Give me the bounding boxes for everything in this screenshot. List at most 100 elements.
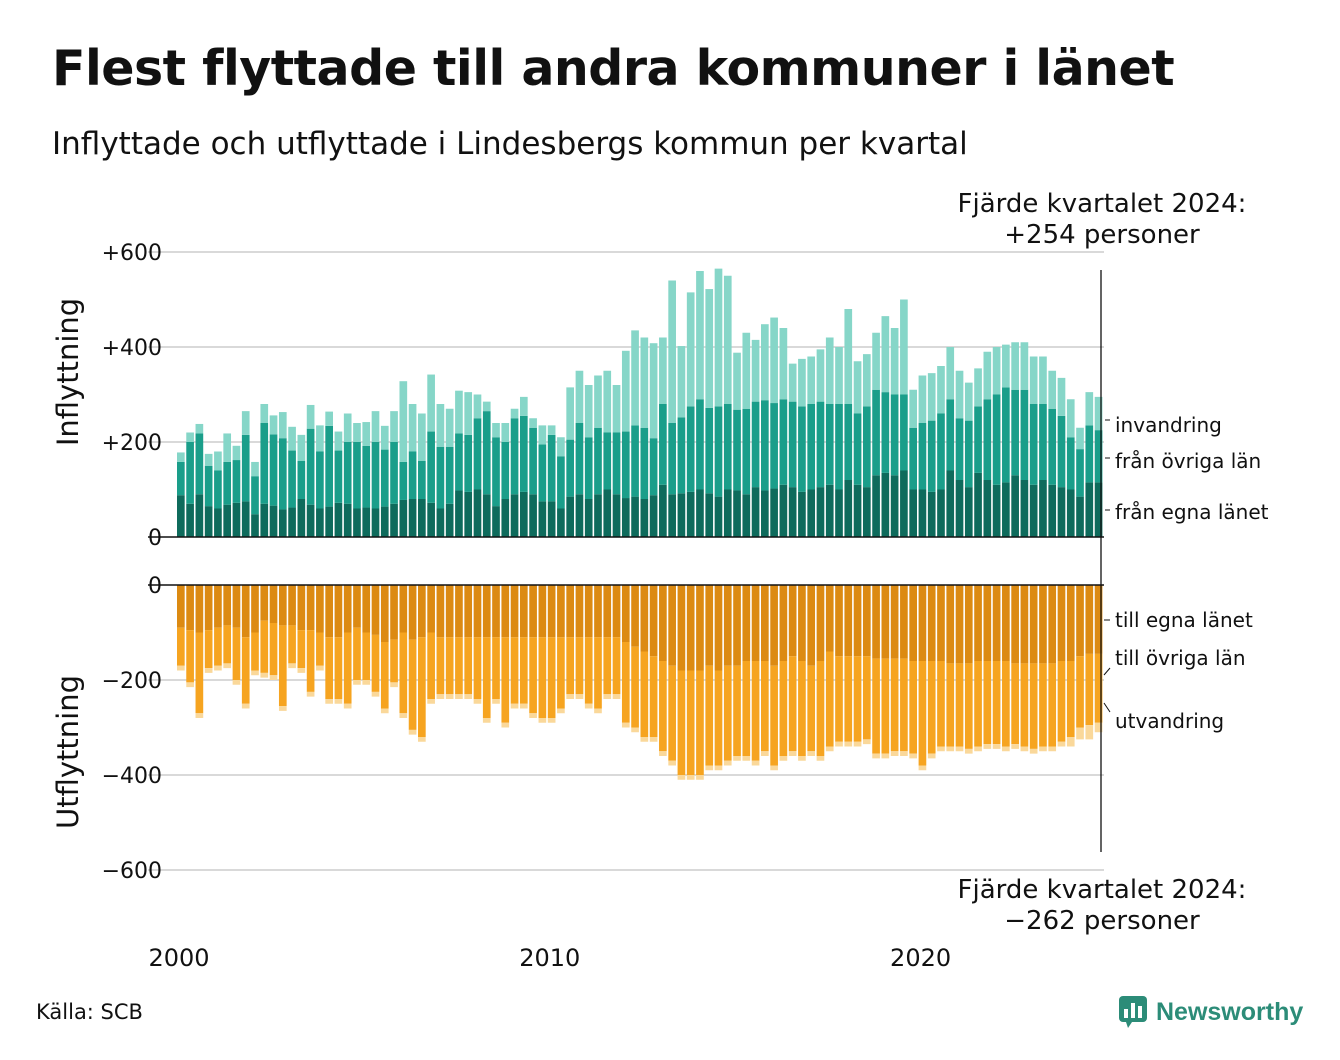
bar-segment xyxy=(343,703,352,709)
bar-segment xyxy=(918,489,927,537)
bar-segment xyxy=(297,630,306,669)
bar-segment xyxy=(538,718,547,723)
bar-segment xyxy=(594,427,602,495)
bar-segment xyxy=(631,496,639,538)
bar-segment xyxy=(251,461,259,477)
bar-segment xyxy=(1085,392,1094,426)
bar-segment xyxy=(927,753,936,759)
bar-segment xyxy=(807,404,816,490)
bar-segment xyxy=(177,452,185,462)
bar-segment xyxy=(473,637,482,699)
bar-segment xyxy=(557,456,565,509)
bar-segment xyxy=(306,691,315,697)
bar-segment xyxy=(964,382,973,421)
bar-segment xyxy=(269,505,278,537)
bar-segment xyxy=(1076,496,1084,538)
bar-segment xyxy=(1057,415,1066,488)
bar-segment xyxy=(955,418,964,480)
bar-segment xyxy=(900,585,908,659)
bar-segment xyxy=(325,425,333,507)
bar-segment xyxy=(909,389,917,428)
bar-segment xyxy=(603,637,612,695)
bar-segment xyxy=(278,585,287,626)
bar-segment xyxy=(538,501,547,538)
bar-segment xyxy=(214,585,222,628)
bar-segment xyxy=(371,411,380,443)
bar-segment xyxy=(204,453,213,466)
bar-segment xyxy=(204,465,213,507)
bar-segment xyxy=(881,392,890,473)
bar-segment xyxy=(464,392,473,435)
bar-segment xyxy=(696,775,704,780)
bar-segment xyxy=(955,746,964,752)
bar-segment xyxy=(890,658,899,752)
bar-segment xyxy=(399,713,408,718)
bar-segment xyxy=(872,658,880,754)
brand-name: Newsworthy xyxy=(1156,997,1304,1026)
bar-segment xyxy=(547,434,556,502)
bar-segment xyxy=(835,656,843,742)
bar-segment xyxy=(1094,482,1103,538)
bar-segment xyxy=(705,765,714,771)
bar-segment xyxy=(362,422,371,446)
bar-segment xyxy=(1094,585,1103,654)
bar-segment xyxy=(779,484,788,537)
bar-segment xyxy=(575,423,584,495)
bar-segment xyxy=(482,494,491,537)
bar-segment xyxy=(371,634,380,692)
bar-segment xyxy=(696,585,704,671)
bar-segment xyxy=(204,506,213,538)
bar-segment xyxy=(362,632,371,680)
bar-segment xyxy=(1066,585,1075,661)
bar-segment xyxy=(723,665,732,761)
bar-segment xyxy=(566,585,575,638)
bar-segment xyxy=(232,627,241,680)
bar-segment xyxy=(788,363,797,402)
bar-segment xyxy=(881,472,890,538)
bar-segment xyxy=(594,637,602,709)
y-tick-label: +200 xyxy=(102,431,162,456)
bar-segment xyxy=(788,487,797,538)
y-tick-label: −200 xyxy=(102,669,162,694)
bar-segment xyxy=(890,475,899,537)
bar-segment xyxy=(195,713,204,718)
bar-segment xyxy=(742,332,751,409)
bar-segment xyxy=(862,487,871,538)
bar-segment xyxy=(306,630,315,692)
bar-segment xyxy=(584,385,593,438)
bar-segment xyxy=(862,585,871,657)
bar-segment xyxy=(436,585,445,638)
bar-segment xyxy=(223,585,232,626)
bar-segment xyxy=(362,445,371,508)
bar-segment xyxy=(927,585,936,661)
bar-segment xyxy=(677,493,686,537)
bar-segment xyxy=(557,437,565,457)
bar-segment xyxy=(788,656,797,752)
bar-segment xyxy=(241,411,250,435)
bar-segment xyxy=(510,408,519,419)
bar-segment xyxy=(696,489,704,537)
bar-segment xyxy=(668,494,676,537)
bar-segment xyxy=(825,484,834,537)
bar-segment xyxy=(964,420,973,488)
bar-segment xyxy=(492,637,500,699)
bar-segment xyxy=(195,585,204,633)
bar-segment xyxy=(232,680,241,685)
bar-segment xyxy=(343,632,352,704)
bar-segment xyxy=(1002,387,1010,483)
bar-segment xyxy=(186,432,194,442)
bar-segment xyxy=(816,487,825,538)
bar-segment xyxy=(427,632,435,699)
bar-segment xyxy=(733,756,741,761)
bar-segment xyxy=(241,637,250,704)
bar-segment xyxy=(1076,585,1084,657)
bar-segment xyxy=(288,585,296,626)
bar-segment xyxy=(733,352,741,410)
bar-segment xyxy=(918,423,927,490)
bar-segment xyxy=(473,394,482,419)
bar-segment xyxy=(538,585,547,638)
bar-segment xyxy=(427,431,435,503)
bar-segment xyxy=(557,637,565,709)
brand-logo: Newsworthy xyxy=(1118,994,1303,1030)
bar-segment xyxy=(1048,663,1057,747)
